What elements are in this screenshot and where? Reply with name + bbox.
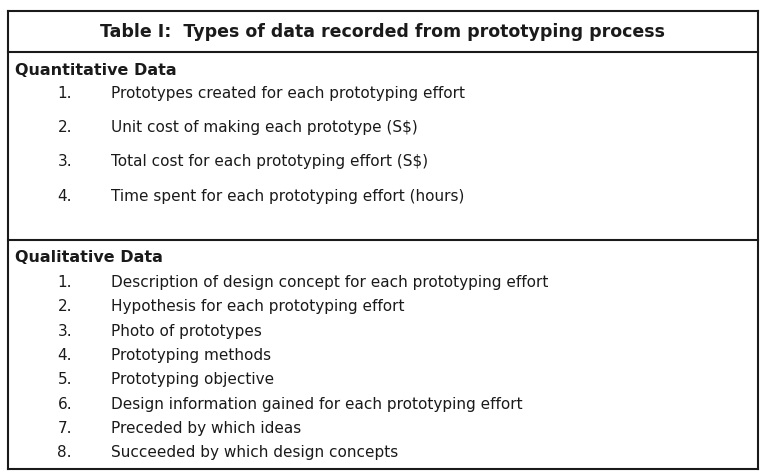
Text: 7.: 7. <box>57 420 72 435</box>
Text: Total cost for each prototyping effort (S$): Total cost for each prototyping effort (… <box>111 154 428 169</box>
Text: Qualitative Data: Qualitative Data <box>15 249 163 264</box>
Text: Preceded by which ideas: Preceded by which ideas <box>111 420 301 435</box>
Text: 6.: 6. <box>57 396 72 411</box>
Text: 5.: 5. <box>57 371 72 387</box>
Text: Photo of prototypes: Photo of prototypes <box>111 323 262 338</box>
Text: Prototypes created for each prototyping effort: Prototypes created for each prototyping … <box>111 85 465 100</box>
Text: Quantitative Data: Quantitative Data <box>15 62 177 78</box>
Text: 1.: 1. <box>57 85 72 100</box>
Text: 3.: 3. <box>57 154 72 169</box>
Text: Description of design concept for each prototyping effort: Description of design concept for each p… <box>111 274 548 289</box>
Text: 4.: 4. <box>57 347 72 362</box>
Text: Time spent for each prototyping effort (hours): Time spent for each prototyping effort (… <box>111 188 464 203</box>
Text: 3.: 3. <box>57 323 72 338</box>
Text: 8.: 8. <box>57 444 72 459</box>
Text: Prototyping methods: Prototyping methods <box>111 347 271 362</box>
Text: Design information gained for each prototyping effort: Design information gained for each proto… <box>111 396 522 411</box>
Text: Prototyping objective: Prototyping objective <box>111 371 274 387</box>
Text: 1.: 1. <box>57 274 72 289</box>
Text: 2.: 2. <box>57 298 72 314</box>
Text: Hypothesis for each prototyping effort: Hypothesis for each prototyping effort <box>111 298 404 314</box>
Text: Unit cost of making each prototype (S$): Unit cost of making each prototype (S$) <box>111 119 417 135</box>
Text: Table I:  Types of data recorded from prototyping process: Table I: Types of data recorded from pro… <box>100 23 666 41</box>
Text: 4.: 4. <box>57 188 72 203</box>
Text: Succeeded by which design concepts: Succeeded by which design concepts <box>111 444 398 459</box>
Text: 2.: 2. <box>57 119 72 135</box>
